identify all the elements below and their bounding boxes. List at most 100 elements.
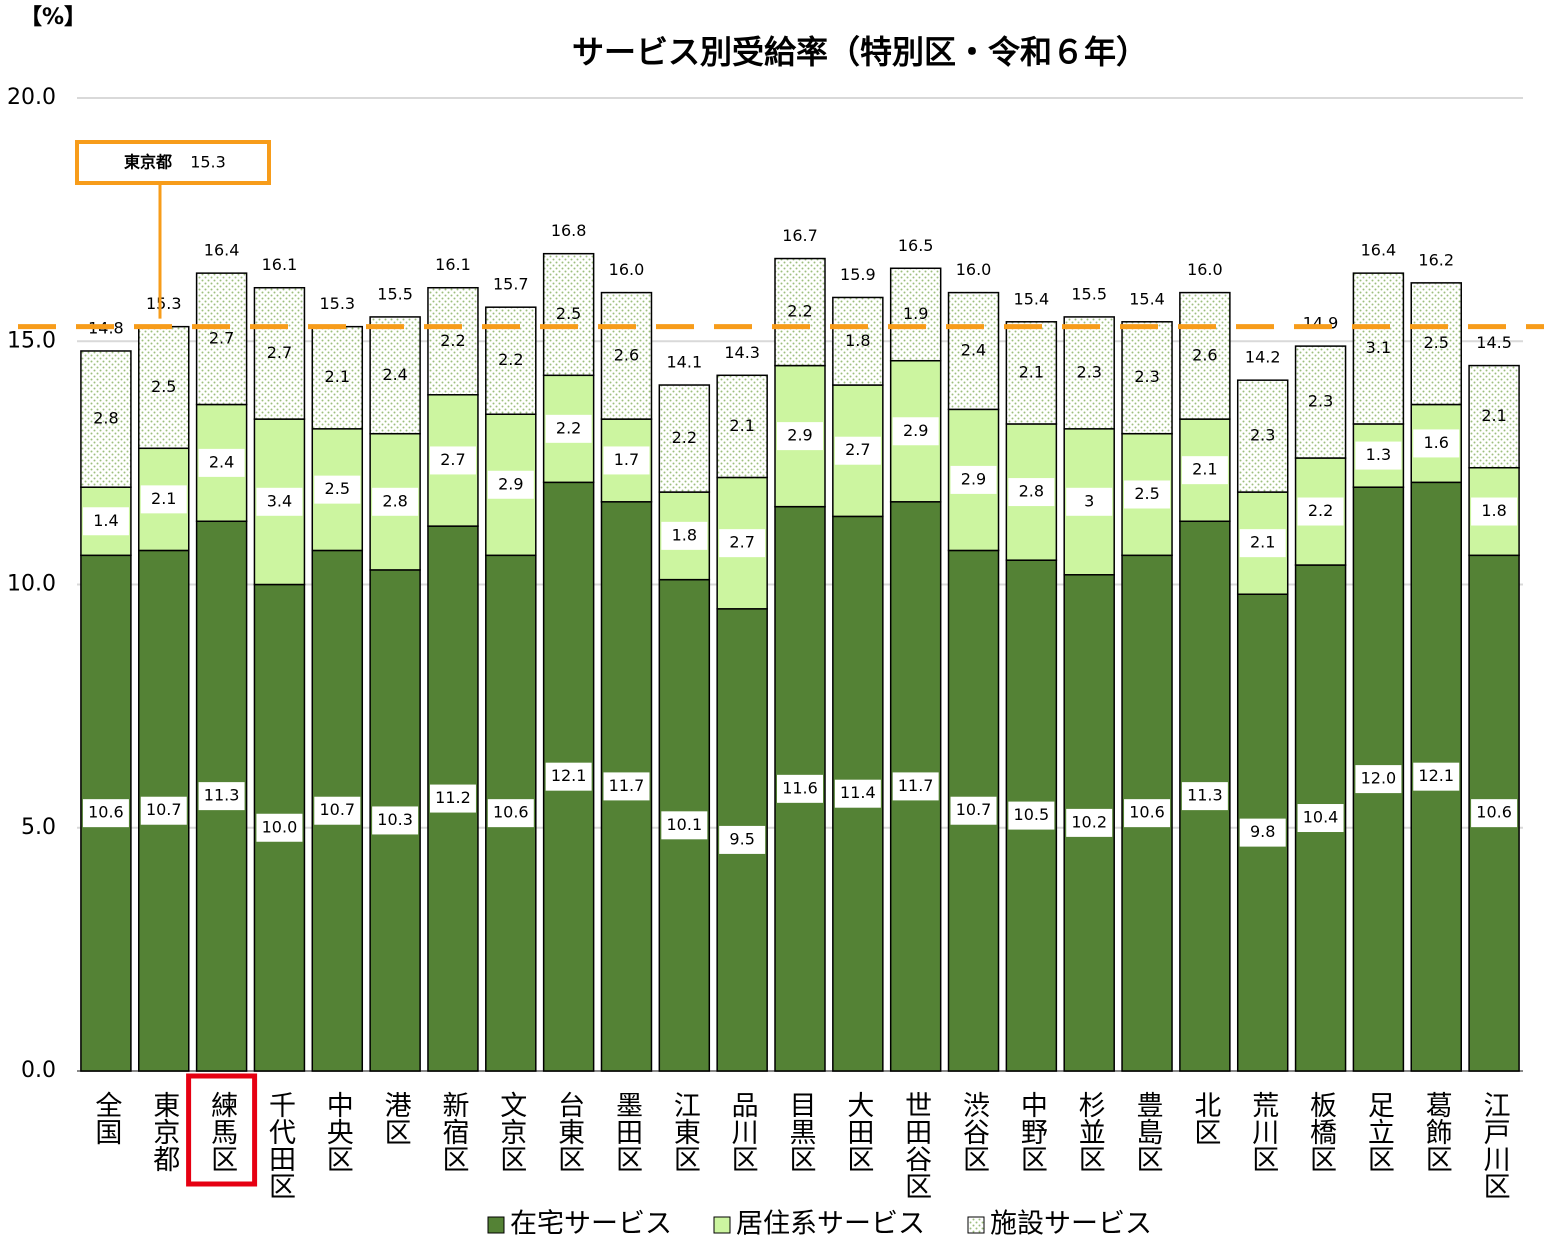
data-label-box	[256, 813, 303, 842]
total-label: 16.1	[435, 255, 471, 274]
data-label: 2.7	[440, 450, 465, 469]
data-label: 2.6	[614, 345, 639, 364]
data-label: 11.7	[898, 776, 934, 795]
x-tick-label: 全国	[90, 1091, 122, 1145]
data-label: 11.2	[435, 788, 471, 807]
data-label: 10.7	[956, 800, 992, 819]
total-label: 15.7	[493, 275, 529, 294]
data-label-box	[1355, 441, 1402, 470]
data-label-box	[1297, 804, 1344, 833]
bar-segment	[311, 325, 364, 430]
data-label-box	[140, 796, 187, 825]
total-label: 16.0	[609, 260, 645, 279]
total-label: 16.8	[551, 221, 587, 240]
unit-label: 【%】	[20, 5, 86, 30]
callout-value: 15.3	[190, 153, 226, 172]
x-tick-label: 港区	[380, 1091, 412, 1145]
data-label-box	[661, 811, 708, 840]
data-label-box	[1239, 818, 1286, 847]
data-label: 2.1	[1481, 406, 1506, 425]
data-label: 11.3	[204, 786, 240, 805]
data-label: 2.5	[325, 479, 350, 498]
bar-segment	[716, 374, 768, 479]
data-label: 2.7	[209, 328, 234, 347]
data-label: 1.8	[845, 331, 870, 350]
data-label: 10.6	[493, 803, 529, 822]
x-tick-label: 豊島区	[1132, 1091, 1163, 1172]
data-label: 10.6	[88, 803, 124, 822]
total-label: 16.1	[262, 255, 298, 274]
bar-segment	[1121, 321, 1173, 435]
total-label: 15.3	[146, 294, 182, 313]
data-label: 10.7	[319, 800, 355, 819]
x-tick-label: 杉並区	[1074, 1091, 1106, 1172]
data-label-box	[82, 799, 129, 828]
data-label-box	[82, 507, 129, 536]
total-label: 15.4	[1129, 289, 1165, 308]
bar-segment	[427, 286, 479, 396]
x-tick-label: 大田区	[842, 1091, 873, 1172]
data-label: 1.6	[1424, 433, 1449, 452]
data-label: 10.5	[1014, 805, 1050, 824]
total-label: 16.0	[1187, 260, 1223, 279]
data-label: 2.5	[151, 377, 176, 396]
total-label: 16.4	[1361, 241, 1397, 260]
data-label-box	[1066, 808, 1113, 837]
x-tick-label: 荒川区	[1247, 1091, 1279, 1172]
data-label: 2.6	[1192, 345, 1217, 364]
data-label-box	[719, 825, 766, 854]
data-label-box	[950, 796, 997, 825]
bar-segment	[774, 257, 826, 367]
data-label: 2.2	[440, 331, 465, 350]
data-label: 1.7	[614, 450, 639, 469]
data-label: 2.1	[1192, 460, 1217, 479]
data-label-box	[198, 448, 245, 477]
data-label: 2.7	[845, 440, 870, 459]
data-label-box	[1471, 497, 1518, 526]
data-label: 2.3	[1308, 392, 1333, 411]
total-label: 15.4	[1014, 289, 1050, 308]
data-label: 2.4	[382, 365, 407, 384]
total-label: 14.5	[1476, 333, 1512, 352]
data-label-box	[429, 446, 476, 475]
highlight-box	[186, 1073, 258, 1187]
data-label: 10.6	[1129, 803, 1165, 822]
data-label: 2.1	[151, 489, 176, 508]
data-label: 10.1	[667, 815, 703, 834]
data-label: 3.1	[1366, 338, 1391, 357]
data-label-box	[314, 475, 361, 504]
x-tick-label: 北区	[1189, 1091, 1221, 1145]
data-label-box	[1008, 478, 1055, 507]
bar-segment	[369, 316, 421, 435]
data-label-box	[1066, 487, 1113, 516]
bar-segment	[947, 291, 1000, 411]
data-label: 2.2	[672, 428, 697, 447]
data-label-box	[777, 422, 823, 451]
x-tick-label: 目黒区	[785, 1091, 816, 1172]
data-label: 12.1	[551, 766, 587, 785]
x-tick-label: 墨田区	[611, 1091, 642, 1172]
x-tick-label: 台東区	[553, 1091, 584, 1172]
data-label: 2.4	[209, 452, 234, 471]
bar-segment	[253, 286, 306, 420]
bar-segment	[138, 325, 190, 450]
data-label-box	[140, 485, 187, 514]
data-label: 2.2	[556, 418, 581, 437]
data-label-box	[545, 762, 592, 791]
data-label-box	[1413, 762, 1460, 791]
data-label-box	[487, 799, 534, 828]
data-label-box	[1355, 765, 1402, 794]
total-label: 14.9	[1303, 314, 1339, 333]
data-label: 10.7	[146, 800, 182, 819]
data-label: 1.4	[93, 511, 118, 530]
data-label: 2.7	[729, 533, 754, 552]
y-tick-label: 15.0	[7, 328, 56, 353]
data-label: 2.9	[498, 474, 523, 493]
total-label: 16.7	[782, 226, 818, 245]
data-label-box	[950, 465, 997, 494]
callout-label: 東京都	[124, 153, 172, 172]
data-label-box	[1181, 782, 1228, 811]
data-label-box	[1297, 497, 1344, 526]
total-label: 16.0	[956, 260, 992, 279]
bar-segment	[1236, 379, 1289, 493]
